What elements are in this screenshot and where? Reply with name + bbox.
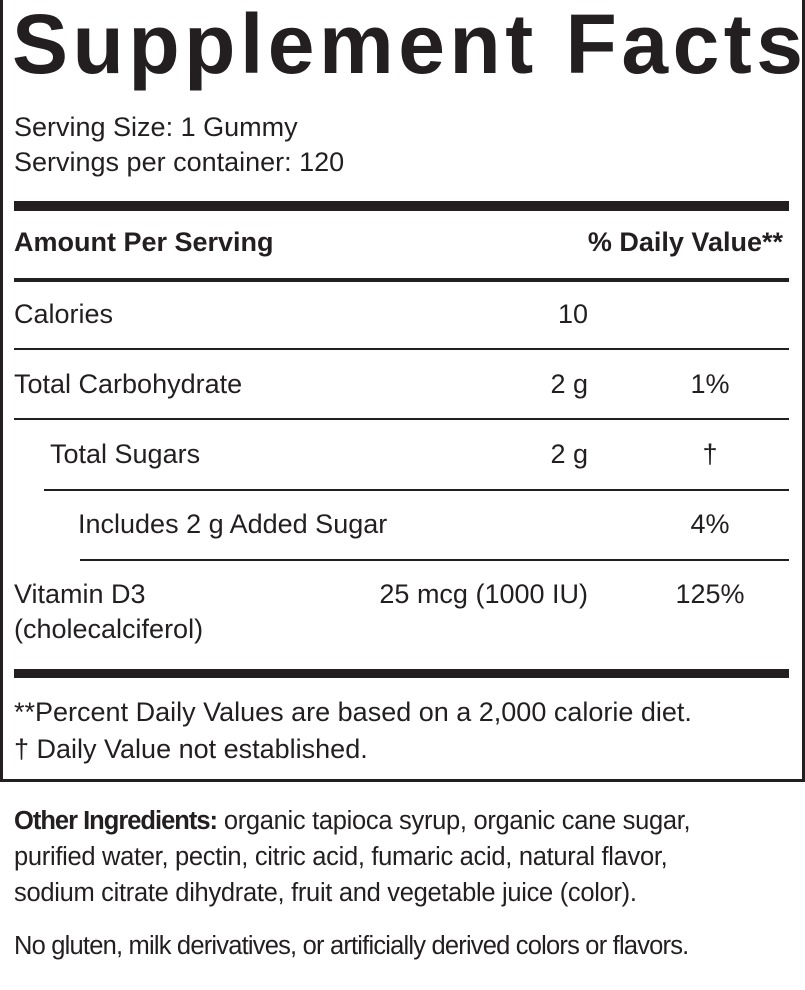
nutrient-amount: 2 g — [550, 439, 588, 469]
nutrient-daily-value: 1% — [690, 369, 730, 399]
footnote-daily-values: **Percent Daily Values are based on a 2,… — [14, 697, 692, 727]
supplement-facts-panel — [0, 0, 805, 782]
nutrient-name: Total Carbohydrate — [14, 369, 243, 399]
nutrient-name: Includes 2 g Added Sugar — [78, 509, 388, 539]
daily-value-header: % Daily Value** — [587, 227, 783, 257]
nutrient-name: Total Sugars — [50, 439, 201, 469]
row-divider — [14, 418, 789, 420]
serving-size: Serving Size: 1 Gummy — [14, 112, 298, 142]
nutrient-name: Vitamin D3 — [14, 579, 146, 609]
nutrient-subname: (cholecalciferol) — [14, 614, 204, 644]
other-ingredients-label: Other Ingredients: — [14, 807, 218, 835]
nutrient-name: Calories — [14, 299, 114, 329]
thick-divider — [14, 669, 789, 678]
servings-per-container: Servings per container: 120 — [14, 147, 345, 177]
nutrient-daily-value: 4% — [690, 509, 730, 539]
thick-divider — [14, 201, 789, 211]
nutrient-amount: 10 — [557, 299, 588, 329]
row-divider — [44, 489, 789, 491]
header-divider — [14, 278, 789, 282]
nutrient-daily-value: † — [702, 439, 718, 469]
row-divider — [80, 559, 789, 561]
amount-per-serving-header: Amount Per Serving — [14, 227, 274, 257]
allergen-statement: No gluten, milk derivatives, or artifici… — [14, 932, 689, 960]
nutrient-amount: 25 mcg (1000 IU) — [379, 579, 588, 609]
ingredients-text: organic tapioca syrup, organic cane suga… — [217, 807, 691, 835]
nutrient-daily-value: 125% — [675, 579, 745, 609]
ingredients-text: sodium citrate dihydrate, fruit and vege… — [14, 879, 637, 907]
panel-title: Supplement Facts — [12, 0, 805, 91]
nutrient-amount: 2 g — [550, 369, 588, 399]
footnote-not-established: † Daily Value not established. — [14, 734, 368, 764]
ingredients-text: purified water, pectin, citric acid, fum… — [14, 843, 668, 871]
other-ingredients-line: Other Ingredients: organic tapioca syrup… — [14, 807, 691, 836]
row-divider — [14, 348, 789, 350]
